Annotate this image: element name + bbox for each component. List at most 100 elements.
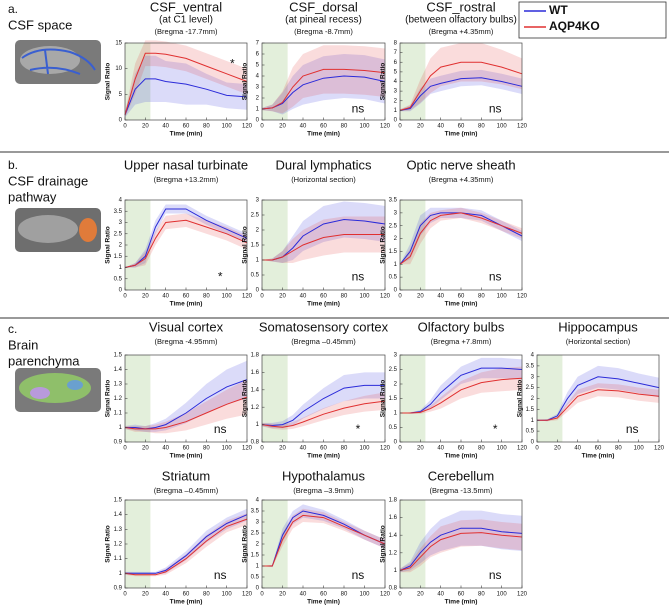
- significance-label: ns: [352, 270, 365, 284]
- x-tick-label: 40: [300, 124, 307, 130]
- chart-panel: CSF_rostral(between olfactory bulbs)(Bre…: [380, 0, 528, 138]
- legend-label: WT: [549, 3, 568, 17]
- y-tick-label: 1: [119, 265, 123, 271]
- chart-panel: Cerebellum (Bregma -13.5mm) 0.8 1 1.2 1.4 1.6 1…: [380, 468, 528, 605]
- x-tick-label: 80: [478, 446, 485, 452]
- y-tick-label: 4: [119, 198, 123, 204]
- error-band: [262, 45, 385, 114]
- chart-subtitle: (Bregma -17.7mm): [155, 27, 218, 36]
- section-label: Brain: [8, 337, 38, 352]
- y-tick-label: 1: [394, 411, 398, 417]
- x-tick-label: 40: [437, 124, 444, 130]
- x-tick-label: 0: [398, 592, 402, 598]
- x-tick-label: 80: [203, 446, 210, 452]
- y-tick-label: 1.4: [114, 367, 123, 373]
- x-tick-label: 0: [398, 446, 402, 452]
- y-tick-label: 2: [256, 96, 260, 102]
- chart-title: Somatosensory cortex: [259, 319, 389, 334]
- y-tick-label: 1.8: [251, 353, 260, 359]
- y-axis-label: Signal Ratio: [380, 380, 387, 418]
- y-tick-label: 0.8: [251, 440, 260, 446]
- x-tick-label: 20: [279, 124, 286, 130]
- x-axis-label: Time (min): [307, 453, 340, 460]
- y-tick-label: 1.4: [389, 533, 398, 539]
- x-tick-label: 0: [123, 294, 127, 300]
- mri-thumbnail: [15, 208, 101, 252]
- y-tick-label: 1.5: [389, 396, 398, 402]
- y-tick-label: 1.6: [251, 370, 260, 376]
- error-band: [537, 365, 659, 422]
- y-tick-label: 6: [256, 52, 260, 58]
- series-line: [400, 377, 523, 414]
- y-tick-label: 0.9: [114, 440, 123, 446]
- infusion-span: [400, 355, 426, 442]
- y-tick-label: 3: [256, 198, 260, 204]
- x-tick-label: 0: [398, 294, 402, 300]
- chart-title: Visual cortex: [149, 319, 224, 334]
- x-tick-label: 60: [595, 446, 602, 452]
- chart-subtitle: (Horizontal section): [566, 337, 631, 346]
- y-tick-label: 1.5: [114, 353, 123, 359]
- y-tick-label: 2: [531, 396, 535, 402]
- x-tick-label: 40: [437, 294, 444, 300]
- x-tick-label: 0: [123, 124, 127, 130]
- y-tick-label: 1.2: [389, 550, 398, 556]
- series-line: [399, 527, 523, 571]
- y-tick-label: 1: [119, 571, 123, 577]
- y-tick-label: 4: [256, 498, 260, 504]
- y-tick-label: 1.1: [114, 556, 123, 562]
- y-tick-label: 2.5: [114, 231, 123, 237]
- series-line: [125, 379, 248, 430]
- chart-panel: Striatum (Bregma –0.45mm) 0.9 1 1.1 1.2 1.3 1.4…: [105, 468, 253, 605]
- x-tick-label: 120: [242, 294, 253, 300]
- x-tick-label: 80: [203, 124, 210, 130]
- x-tick-label: 100: [222, 592, 233, 598]
- y-tick-label: 2.5: [251, 213, 260, 219]
- significance-label: ns: [489, 101, 502, 115]
- error-band: [400, 357, 522, 414]
- chart-title: CSF_ventral: [150, 0, 222, 14]
- y-tick-label: 0: [256, 586, 260, 592]
- x-tick-label: 80: [478, 294, 485, 300]
- y-tick-label: 2: [394, 236, 398, 242]
- y-axis-label: Signal Ratio: [242, 525, 249, 563]
- section-label: CSF space: [8, 17, 72, 32]
- x-tick-label: 20: [417, 294, 424, 300]
- x-axis-label: Time (min): [582, 453, 615, 460]
- series-line: [399, 77, 523, 111]
- legend-label: AQP4KO: [549, 19, 600, 33]
- error-band: [262, 504, 385, 568]
- series-line: [537, 376, 660, 421]
- x-tick-label: 80: [341, 592, 348, 598]
- x-tick-label: 60: [458, 294, 465, 300]
- error-band: [262, 508, 385, 568]
- error-band: [262, 54, 385, 115]
- chart-title: Optic nerve sheath: [406, 157, 515, 172]
- x-tick-label: 0: [535, 446, 539, 452]
- x-tick-label: 80: [203, 592, 210, 598]
- chart-subtitle: (Bregma +13.2mm): [154, 175, 219, 184]
- section-letter: c.: [8, 322, 17, 336]
- series-line: [125, 514, 248, 574]
- y-tick-label: 2: [394, 382, 398, 388]
- y-tick-label: 7: [256, 41, 260, 47]
- y-tick-label: 1: [394, 568, 398, 574]
- y-tick-label: 1.6: [389, 515, 398, 521]
- x-tick-label: 0: [123, 592, 127, 598]
- chart-title: Hypothalamus: [282, 468, 366, 483]
- section-label: CSF drainage: [8, 173, 88, 188]
- x-tick-label: 120: [242, 592, 253, 598]
- x-tick-label: 80: [203, 294, 210, 300]
- x-tick-label: 120: [242, 446, 253, 452]
- error-band: [125, 204, 247, 268]
- x-tick-label: 40: [162, 124, 169, 130]
- y-tick-label: 0: [394, 118, 398, 124]
- section-label: parenchyma: [8, 353, 80, 368]
- x-tick-label: 100: [497, 124, 508, 130]
- series-line: [399, 61, 523, 111]
- chart-subtitle: (Bregma –0.45mm): [154, 486, 219, 495]
- y-axis-label: Signal Ratio: [242, 226, 249, 264]
- chart-panel: Upper nasal turbinate (Bregma +13.2mm) 0 0.…: [105, 157, 253, 307]
- chart-title: Olfactory bulbs: [418, 319, 505, 334]
